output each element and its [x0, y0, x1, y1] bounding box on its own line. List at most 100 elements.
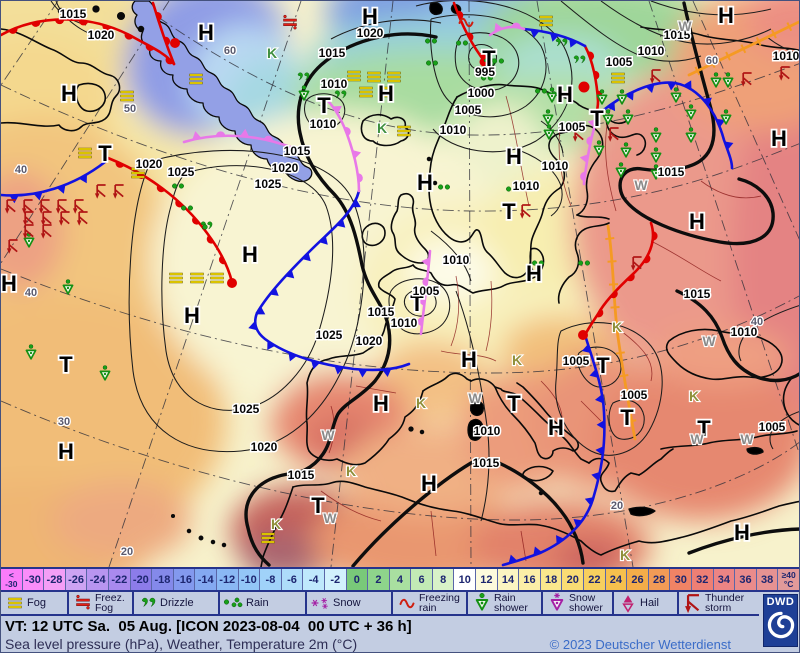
high-center-label: H: [58, 439, 74, 464]
pressure-label: 1020: [272, 161, 299, 175]
caption-area: VT: 12 UTC Sa. 05 Aug. [ICON 2023-08-04 …: [5, 618, 799, 652]
front-marker: [623, 396, 633, 401]
pressure-label: 1005: [559, 120, 586, 134]
front-marker: [31, 21, 41, 27]
front-marker: [627, 419, 637, 423]
pressure-label: 1010: [321, 77, 348, 91]
front-marker: [550, 32, 559, 42]
front-marker: [382, 368, 392, 377]
scale-cell: -14: [195, 569, 217, 590]
graticule-label: 60: [706, 55, 718, 67]
low-center-label: T: [620, 405, 634, 430]
front-marker: [285, 269, 295, 279]
high-center-label: H: [373, 391, 389, 416]
low-center-label: T: [507, 391, 521, 416]
graticule-label: 20: [121, 546, 133, 558]
airmass-label: W: [690, 431, 704, 447]
front-marker: [619, 373, 629, 378]
front-marker: [606, 102, 616, 112]
rain-shower-icon: [475, 592, 489, 611]
dwd-logo: DWD: [763, 594, 798, 647]
info-panel: < -30 -30 -28 -26 -24 -22 -20 -18 -16 -14 -12 -10 -8-…: [1, 567, 799, 652]
legend-item-snow: Snow: [307, 592, 393, 614]
front-marker: [175, 199, 184, 208]
legend-item-thunderstorm: Thunder storm: [679, 592, 759, 614]
front-marker: [724, 141, 734, 150]
front-marker: [336, 218, 346, 228]
airmass-label: K: [689, 388, 699, 404]
front-marker: [716, 118, 726, 128]
legend-item-fog: Fog: [1, 592, 69, 614]
front-marker: [357, 173, 363, 183]
front-marker: [422, 277, 428, 287]
front-marker: [267, 340, 276, 350]
temperature-scale: < -30 -30 -28 -26 -24 -22 -20 -18 -16 -14 -12 -10 -8-…: [1, 569, 799, 592]
high-center-label: H: [242, 242, 258, 267]
airmass-label: W: [468, 390, 482, 406]
pressure-label: 1020: [136, 157, 163, 171]
front-marker: [115, 161, 125, 168]
front-marker: [596, 420, 605, 430]
pressure-label: 1015: [319, 46, 346, 60]
symbol-fog: [397, 125, 411, 137]
pressure-label: 1010: [773, 49, 800, 63]
front-marker: [786, 22, 793, 32]
scale-cell: 32: [692, 569, 714, 590]
hail-icon: [622, 594, 634, 613]
legend-item-label: Drizzle: [160, 596, 194, 609]
airmass-label: K: [416, 395, 426, 411]
front-marker: [683, 80, 692, 90]
front-marker: [587, 119, 597, 128]
pressure-label: 1015: [684, 287, 711, 301]
valid-time-text: VT: 12 UTC Sa. 05 Aug. [ICON 2023-08-04 …: [5, 618, 412, 635]
pressure-label: 1025: [316, 328, 343, 342]
front-marker: [607, 260, 617, 263]
fog-icon: [8, 597, 22, 609]
front-marker: [694, 66, 701, 76]
scale-cell: 20: [562, 569, 585, 590]
pressure-label: 1015: [284, 144, 311, 158]
pressure-label: 995: [475, 65, 495, 79]
scale-cell: 30: [670, 569, 692, 590]
airmass-label: K: [346, 463, 356, 479]
scale-cell: 22: [584, 569, 606, 590]
high-center-label: H: [734, 520, 750, 545]
high-center-label: H: [61, 81, 77, 106]
front-marker: [610, 290, 618, 299]
map-labels: HHH HHHHHHHHHHHHHHHHHTTTTTTTTTTTT10151020…: [1, 1, 800, 564]
high-center-label: H: [548, 415, 564, 440]
front-marker: [351, 199, 361, 208]
legend-item-freezing-fog: Freez. Fog: [69, 592, 134, 614]
front-marker: [417, 316, 423, 327]
legend-item-snow-shower: Snow shower: [543, 592, 614, 614]
graticule-label: 40: [15, 164, 27, 176]
airmass-label: K: [271, 516, 281, 532]
legend-item-label: Rain shower: [494, 591, 528, 614]
legend-item-label: Fog: [27, 596, 46, 609]
pressure-label: 1005: [563, 354, 590, 368]
front-marker: [591, 471, 600, 481]
front-marker: [165, 56, 174, 65]
front-marker: [352, 150, 362, 159]
front-marker: [643, 254, 651, 264]
pressure-label: 1015: [368, 305, 395, 319]
graticule-label: 60: [224, 45, 236, 57]
symbol-fog: [169, 272, 183, 284]
front-marker: [573, 518, 583, 528]
scale-cell: 16: [519, 569, 541, 590]
legend-item-freezing-rain: Freezing rain: [393, 592, 468, 614]
scale-cell: 24: [605, 569, 628, 590]
front-marker: [55, 19, 65, 25]
high-center-label: H: [718, 3, 734, 28]
scale-cell: < -30: [1, 569, 23, 590]
snow-icon: [311, 597, 329, 610]
front-marker: [416, 297, 426, 307]
airmass-label: W: [321, 427, 335, 443]
weather-legend: Fog Freez. Fog Drizzle Rain Snow Freezing rain R…: [1, 592, 759, 616]
legend-item-drizzle: Drizzle: [134, 592, 220, 614]
pressure-label: 1005: [413, 284, 440, 298]
front-marker: [612, 328, 622, 332]
pressure-label: 1010: [542, 159, 569, 173]
low-center-label: T: [311, 493, 325, 518]
low-center-label: T: [502, 199, 516, 224]
